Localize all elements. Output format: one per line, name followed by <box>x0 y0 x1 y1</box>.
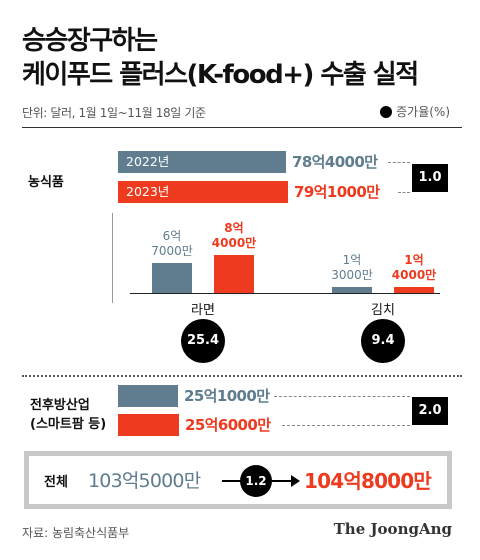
related-industry-label-line1: 전후방산업 <box>30 398 90 413</box>
growth-legend-label: 증가율(%) <box>396 105 450 119</box>
chart-title-line2: 케이푸드 플러스(K-food+) 수출 실적 <box>22 60 419 90</box>
kimchi-value-2022-line1: 1억 <box>342 253 362 267</box>
agri-food-leader-2023 <box>398 192 410 193</box>
kimchi-bar-2023 <box>394 287 434 293</box>
publisher-logo: The JoongAng <box>333 520 452 538</box>
total-value-2023: 104억8000만 <box>304 469 432 493</box>
ramen-category-label: 라면 <box>191 303 215 318</box>
ramen-value-2023-line1: 8억 <box>224 221 244 235</box>
related-industry-bar-2023 <box>118 414 179 436</box>
total-value-2022: 103억5000만 <box>88 470 201 492</box>
sub-baseline <box>130 293 440 294</box>
ramen-bar-2022 <box>152 263 192 293</box>
growth-legend: 증가율(%) <box>380 103 450 120</box>
total-arrow-line-right <box>272 480 292 482</box>
section-divider <box>22 375 462 377</box>
kimchi-category-label: 김치 <box>371 303 395 318</box>
related-industry-value-2023: 25억6000만 <box>185 416 271 434</box>
ramen-growth-badge: 25.4 <box>181 319 225 363</box>
arrow-right-icon <box>291 475 300 487</box>
growth-legend-dot-icon <box>380 106 393 118</box>
kimchi-value-2023: 1억 4000만 <box>374 253 454 283</box>
agri-food-bar-2023-year: 2023년 <box>126 184 170 199</box>
agri-food-label: 농식품 <box>28 175 64 190</box>
related-industry-bar-2022 <box>118 385 178 407</box>
agri-food-value-2023: 79억1000만 <box>294 183 380 201</box>
kimchi-value-2023-line1: 1억 <box>404 253 424 267</box>
related-industry-leader-2023 <box>282 425 410 426</box>
related-industry-label: 전후방산업 (스마트팜 등) <box>30 396 106 434</box>
related-industry-value-2022: 25억1000만 <box>184 387 270 405</box>
ramen-bar-2023 <box>214 255 254 293</box>
ramen-value-2022-line2: 7000만 <box>151 244 193 258</box>
ramen-value-2023: 8억 4000만 <box>194 221 274 251</box>
unit-note: 단위: 달러, 1월 1일~11월 18일 기준 <box>22 106 206 120</box>
kimchi-value-2022-line2: 3000만 <box>331 268 373 282</box>
agri-food-bar-2022: 2022년 <box>118 151 286 173</box>
related-industry-leader-2022 <box>274 396 410 397</box>
kimchi-value-2023-line2: 4000만 <box>391 268 437 282</box>
agri-food-bar-2023: 2023년 <box>118 181 288 203</box>
related-industry-growth-badge: 2.0 <box>412 397 448 425</box>
agri-food-value-2022: 78억4000만 <box>292 153 378 171</box>
source-note: 자료: 농림축산식품부 <box>22 526 130 540</box>
total-label: 전체 <box>44 475 68 490</box>
agri-food-bar-2022-year: 2022년 <box>126 154 170 169</box>
ramen-value-2022: 6억 7000만 <box>132 229 212 259</box>
sub-axis-vertical <box>112 213 113 303</box>
kimchi-bar-2022 <box>332 287 372 293</box>
header-rule <box>22 127 462 128</box>
total-arrow-line-left <box>222 480 242 482</box>
ramen-value-2022-line1: 6억 <box>162 229 182 243</box>
agri-food-growth-badge: 1.0 <box>412 164 448 192</box>
related-industry-label-line2: (스마트팜 등) <box>30 417 107 432</box>
kimchi-value-2022: 1억 3000만 <box>312 253 392 283</box>
chart-title-line1: 승승장구하는 <box>22 26 158 56</box>
agri-food-leader-2022 <box>388 162 410 163</box>
kimchi-growth-badge: 9.4 <box>361 319 405 363</box>
ramen-value-2023-line2: 4000만 <box>211 236 257 250</box>
total-growth-badge: 1.2 <box>240 465 272 497</box>
